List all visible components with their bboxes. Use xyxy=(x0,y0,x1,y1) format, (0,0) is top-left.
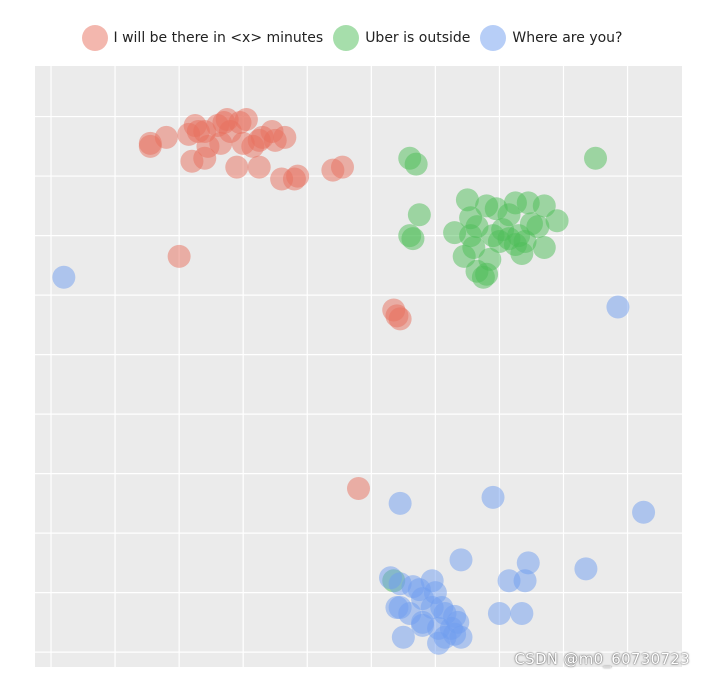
data-point xyxy=(584,146,608,170)
legend-item-where[interactable]: Where are you? xyxy=(480,25,622,51)
plot-background xyxy=(35,66,682,667)
data-point xyxy=(574,557,598,581)
data-point xyxy=(385,595,409,619)
data-point xyxy=(167,244,191,268)
data-point xyxy=(487,601,511,625)
data-point xyxy=(388,307,412,331)
series-group-2 xyxy=(52,265,656,655)
data-point xyxy=(532,235,556,259)
data-point xyxy=(231,131,255,155)
data-point xyxy=(449,625,473,649)
data-point xyxy=(138,134,162,158)
data-point xyxy=(497,569,521,593)
data-point xyxy=(193,146,217,170)
data-point xyxy=(510,601,534,625)
data-point xyxy=(632,500,656,524)
data-point xyxy=(391,625,415,649)
data-point xyxy=(234,108,258,132)
legend-label-where: Where are you? xyxy=(512,30,623,46)
data-point xyxy=(330,155,354,179)
data-point xyxy=(513,569,537,593)
series-group-1 xyxy=(382,146,608,593)
series-group-0 xyxy=(138,108,412,500)
data-point xyxy=(404,152,428,176)
data-point xyxy=(247,155,271,179)
data-point xyxy=(455,188,479,212)
data-point xyxy=(225,155,249,179)
legend: I will be there in <x> minutes Uber is o… xyxy=(0,22,704,54)
data-point xyxy=(286,164,310,188)
data-point xyxy=(532,194,556,218)
data-point xyxy=(411,613,435,637)
data-point xyxy=(606,295,630,319)
legend-item-minutes[interactable]: I will be there in <x> minutes xyxy=(81,25,324,51)
data-point xyxy=(430,595,454,619)
data-point xyxy=(433,625,457,649)
data-point xyxy=(52,265,76,289)
data-point xyxy=(526,215,550,239)
data-point xyxy=(388,491,412,515)
data-point xyxy=(407,203,431,227)
data-point xyxy=(481,485,505,509)
data-point xyxy=(503,233,527,257)
legend-swatch-where xyxy=(480,25,507,51)
data-point xyxy=(260,119,284,143)
legend-label-minutes: I will be there in <x> minutes xyxy=(113,30,324,46)
data-point xyxy=(452,244,476,268)
data-point xyxy=(449,548,473,572)
legend-item-uber[interactable]: Uber is outside xyxy=(333,25,470,51)
legend-swatch-minutes xyxy=(81,25,108,51)
watermark: CSDN @m0_60730723 xyxy=(514,650,690,668)
data-point xyxy=(471,265,495,289)
legend-label-uber: Uber is outside xyxy=(365,30,471,46)
data-point xyxy=(347,476,370,500)
data-point xyxy=(398,224,422,248)
data-point xyxy=(545,209,569,233)
legend-swatch-uber xyxy=(333,25,360,51)
data-point xyxy=(516,551,540,575)
